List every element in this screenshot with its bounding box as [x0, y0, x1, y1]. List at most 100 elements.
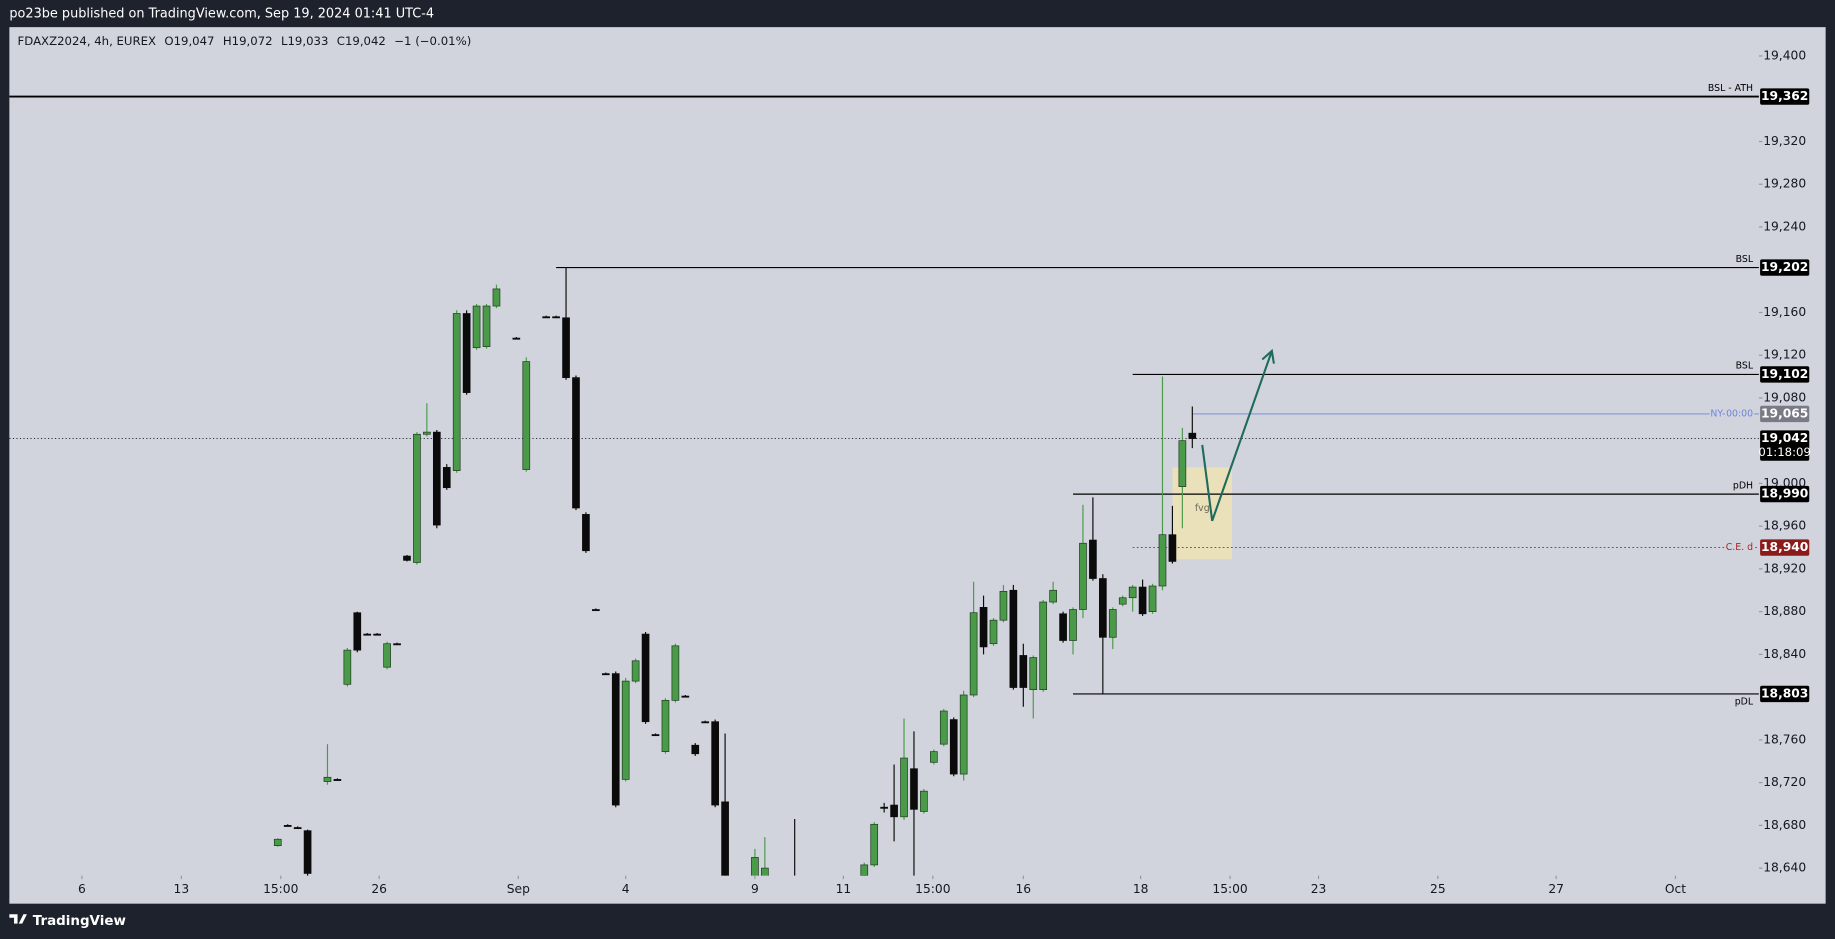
candle-body — [273, 838, 282, 847]
candle-body — [522, 361, 531, 470]
level-label: NY 00:00 — [1710, 408, 1753, 419]
legend-close: C19,042 — [337, 34, 386, 48]
candle-body — [512, 337, 521, 340]
candle-body — [880, 806, 888, 809]
candle-body — [283, 825, 292, 827]
level-label: BSL - ATH — [1708, 83, 1753, 94]
candle-body — [1148, 585, 1157, 612]
candle-body — [661, 699, 670, 752]
candle-body — [1099, 578, 1107, 638]
price-tag-label: 18,990 — [1761, 487, 1808, 501]
x-tick-label: 25 — [1430, 882, 1446, 896]
y-tick-label: 18,760 — [1763, 732, 1806, 746]
y-tick-label: 19,160 — [1763, 305, 1806, 319]
candle-body — [582, 514, 590, 552]
candle-body — [651, 734, 660, 737]
price-tag — [1760, 366, 1810, 383]
candle-body — [979, 607, 988, 648]
candle-body — [383, 643, 391, 668]
x-tick-label: 23 — [1311, 882, 1327, 896]
x-tick-label: 13 — [174, 882, 190, 896]
y-tick-label: 19,320 — [1763, 134, 1806, 148]
candle-body — [1019, 655, 1028, 688]
candle-body — [323, 776, 332, 782]
candle-body — [1118, 597, 1127, 605]
candle-body — [999, 590, 1008, 621]
candle-body — [363, 633, 372, 636]
candle-body — [1089, 539, 1097, 579]
y-tick-label: 19,280 — [1763, 177, 1806, 191]
candle-body — [949, 719, 958, 775]
fvg-label: fvg — [1195, 503, 1210, 514]
candle-body — [403, 555, 411, 561]
y-tick-label: 19,240 — [1763, 219, 1806, 233]
candle-body — [601, 673, 610, 676]
candle-body — [472, 305, 481, 349]
price-tag — [1760, 259, 1810, 276]
x-tick-label: 6 — [78, 882, 86, 896]
candle-body — [373, 633, 381, 636]
projection-arrow — [1201, 350, 1273, 522]
legend-high: H19,072 — [223, 34, 273, 48]
x-tick-label: 15:00 — [1212, 882, 1247, 896]
candle-body — [900, 757, 908, 818]
candle-body — [641, 633, 650, 723]
candle-body — [1108, 609, 1117, 638]
candle-body — [930, 751, 938, 763]
candle-body — [1079, 542, 1087, 610]
x-tick-label: Oct — [1665, 882, 1686, 896]
candle-body — [1049, 589, 1057, 603]
countdown: 01:18:09 — [1758, 445, 1811, 459]
candle-body — [761, 867, 769, 876]
candle-body — [393, 643, 401, 646]
arrow-head — [1261, 348, 1275, 364]
price-tag — [1760, 539, 1810, 556]
x-tick-label: 4 — [622, 882, 630, 896]
publisher-line: po23be published on TradingView.com, Sep… — [9, 7, 434, 22]
x-tick-label: 15:00 — [915, 882, 950, 896]
y-tick-label: 18,920 — [1763, 561, 1806, 575]
price-tag — [1760, 485, 1810, 503]
x-tick-label: 26 — [371, 882, 387, 896]
last-price-tag — [1760, 430, 1810, 461]
candle-body — [343, 649, 352, 685]
candle-body — [701, 721, 710, 724]
candle-body — [562, 317, 570, 378]
candle-body — [671, 645, 680, 701]
candle-body — [293, 827, 302, 830]
candle-body — [1168, 534, 1177, 562]
price-tag-label: 19,102 — [1761, 367, 1808, 381]
candle-body — [552, 316, 560, 319]
level-label: pDL — [1735, 697, 1754, 708]
candle-body — [631, 660, 640, 682]
candle-body — [1138, 586, 1147, 615]
y-tick-label: 18,720 — [1763, 775, 1806, 789]
price-tag — [1760, 88, 1810, 105]
candle-body — [1059, 613, 1067, 641]
axes: 19,400 19,320 19,280 19,240 19,160 19,120 19,0… — [78, 48, 1811, 896]
level-label: BSL — [1736, 254, 1754, 265]
price-tag-label: 19,065 — [1761, 406, 1808, 420]
candle-body — [442, 467, 451, 489]
candle-body — [1158, 534, 1167, 587]
brand-name: TradingView — [33, 914, 126, 929]
candle-body — [989, 619, 998, 645]
candle-body — [890, 804, 898, 818]
candle-body — [870, 823, 879, 866]
candle-body — [1188, 432, 1197, 439]
candle-body — [939, 710, 948, 745]
candle-body — [691, 744, 700, 755]
candle-body — [1069, 609, 1077, 641]
price-tag-label: 19,362 — [1761, 89, 1808, 103]
x-tick-label: 18 — [1133, 882, 1149, 896]
candle-body — [333, 779, 342, 781]
y-tick-label: 19,120 — [1763, 348, 1806, 362]
legend-open: O19,047 — [164, 34, 214, 48]
candle-body — [860, 864, 869, 876]
y-tick-label: 18,880 — [1763, 604, 1806, 618]
y-tick-label: 18,680 — [1763, 818, 1806, 832]
candle-body — [432, 431, 441, 526]
candle-body — [959, 694, 968, 775]
